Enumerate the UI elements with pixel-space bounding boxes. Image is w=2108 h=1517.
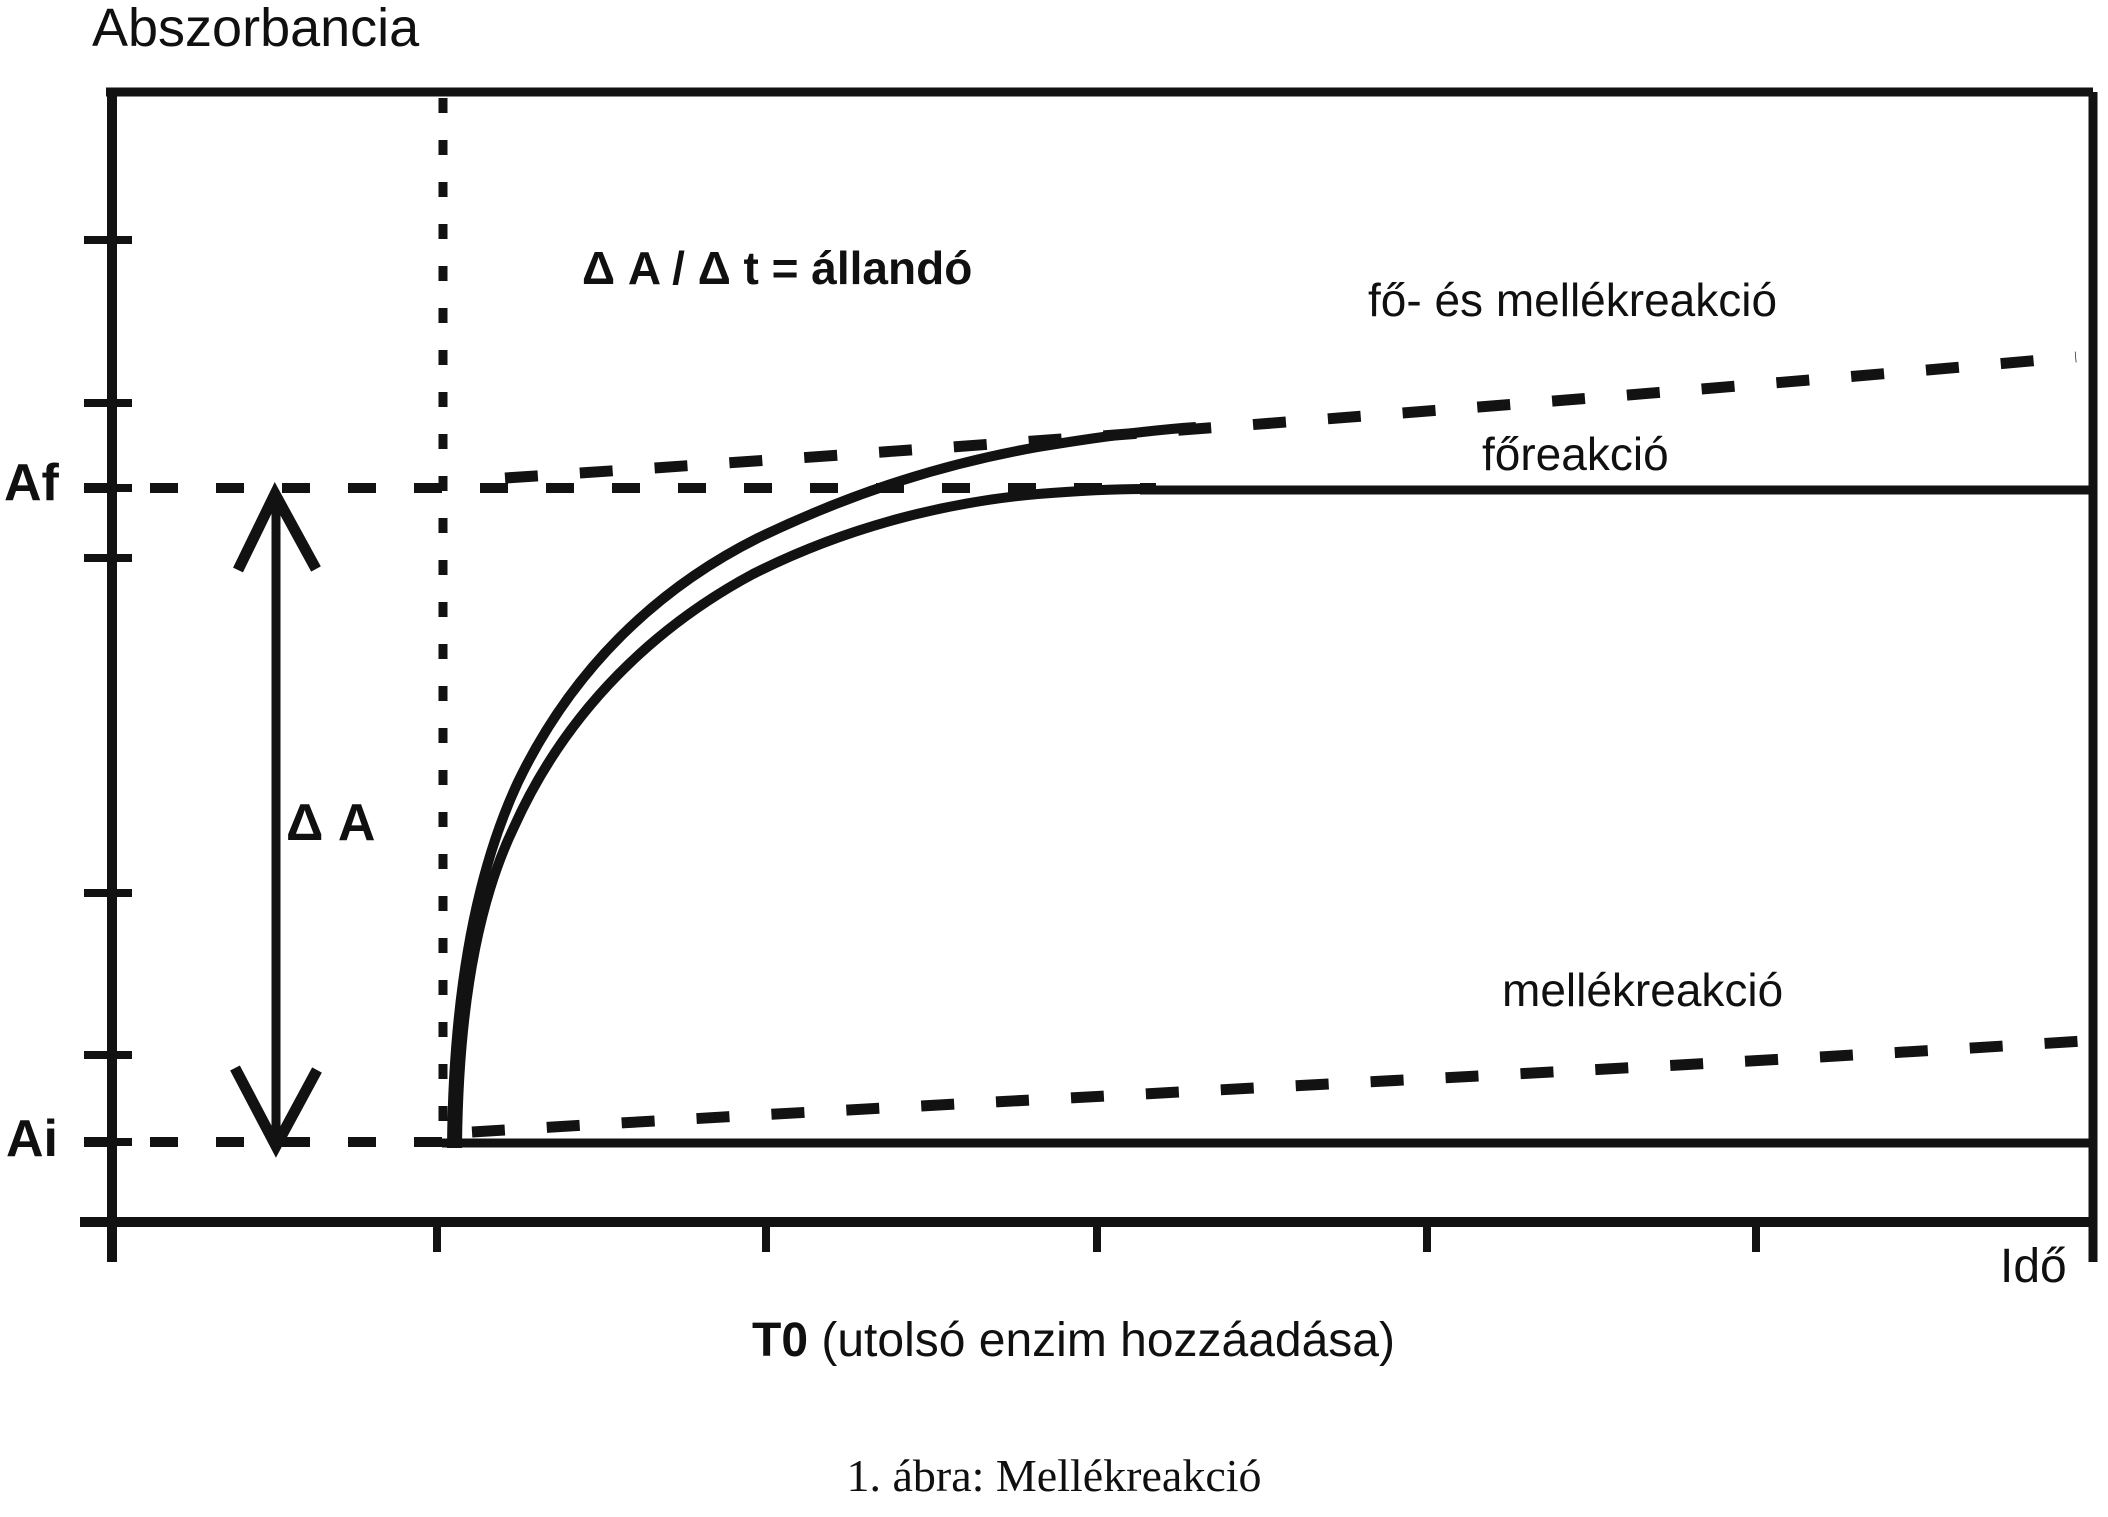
x-origin-label: T0 (utolsó enzim hozzáadása) (752, 1314, 1395, 1367)
delta-a-arrowhead-up-icon (233, 482, 321, 573)
x-axis-ticks (433, 1222, 1760, 1252)
delta-a-label: Δ A (286, 794, 376, 852)
side-reaction-dashed-line (471, 1035, 2084, 1138)
delta-a-arrowhead-down-icon (230, 1065, 322, 1158)
af-level-label: Af (4, 454, 59, 512)
y-axis-title: Abszorbancia (92, 0, 420, 58)
main-plus-side-reaction-label: fő- és mellékreakció (1368, 274, 1778, 326)
t0-label-description: (utolsó enzim hozzáadása) (808, 1314, 1395, 1367)
main-reaction-label: főreakció (1482, 428, 1669, 480)
main-reaction-curve (452, 484, 1147, 1149)
side-reaction-label: mellékreakció (1502, 964, 1784, 1016)
x-axis-title: Idő (2000, 1240, 2067, 1293)
figure-caption: 1. ábra: Mellékreakció (846, 1450, 1262, 1501)
t0-label: T0 (752, 1314, 809, 1367)
rate-constant-annotation: Δ A / Δ t = állandó (582, 242, 973, 294)
ai-level-label: Ai (6, 1110, 58, 1168)
main-plus-side-reaction-curve (447, 422, 1197, 1149)
main-plus-side-reaction-dashed-line (504, 351, 2077, 484)
